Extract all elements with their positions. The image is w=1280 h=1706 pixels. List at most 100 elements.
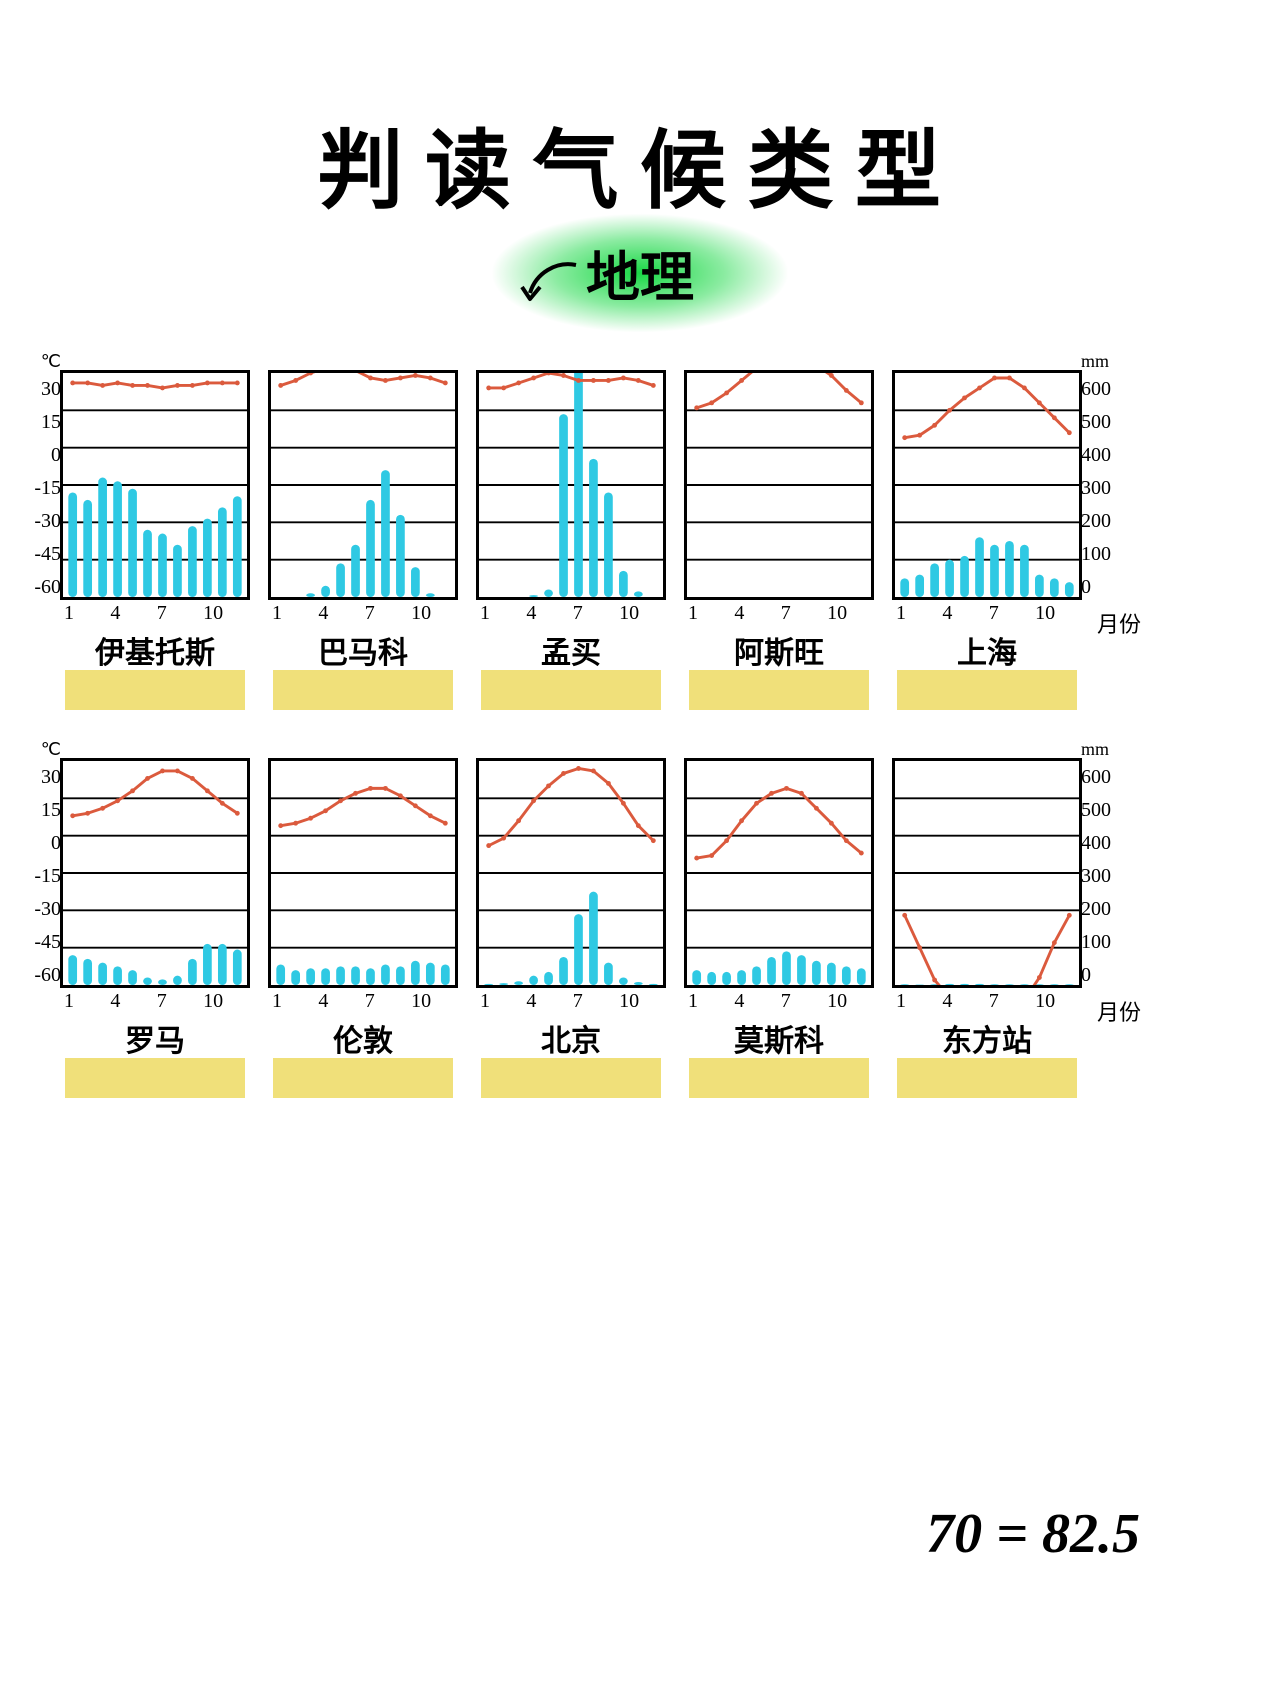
precip-bar	[960, 556, 969, 597]
x-tick: 10	[203, 602, 223, 625]
precip-bar	[1050, 578, 1059, 597]
x-tick: 1	[480, 602, 490, 625]
x-tick: 4	[734, 990, 744, 1013]
x-axis: 14710	[684, 988, 874, 1016]
answer-box[interactable]	[481, 1058, 661, 1098]
x-tick: 1	[272, 602, 282, 625]
temp-unit: ℃	[7, 739, 61, 761]
precip-bar	[722, 972, 731, 985]
precip-tick: 400	[1081, 827, 1141, 860]
answer-box[interactable]	[689, 1058, 869, 1098]
chart-panel: 14710北京	[476, 758, 666, 1098]
precip-bar	[544, 590, 553, 597]
climate-chart: mm6005004003002001000月份	[892, 370, 1082, 600]
answer-box[interactable]	[273, 1058, 453, 1098]
climate-chart: ℃30150-15-30-45-60	[60, 758, 250, 988]
precip-bar	[426, 593, 435, 597]
precip-bar	[128, 970, 137, 985]
x-tick: 4	[526, 602, 536, 625]
precip-bar	[143, 530, 152, 597]
precip-tick: 200	[1081, 893, 1141, 926]
precip-unit: mm	[1081, 739, 1141, 761]
x-axis: 14710	[684, 600, 874, 628]
precip-bar	[188, 959, 197, 985]
precip-bar	[203, 519, 212, 597]
x-tick: 1	[272, 990, 282, 1013]
precip-bar	[1050, 984, 1059, 985]
header: 判读气候类型 地理	[0, 0, 1280, 312]
temp-tick: 15	[7, 406, 61, 439]
precip-bar	[737, 970, 746, 985]
month-label: 月份	[1097, 995, 1141, 1027]
precip-axis: mm6005004003002001000	[1081, 351, 1141, 604]
temp-tick: -45	[7, 926, 61, 959]
precip-tick: 100	[1081, 538, 1141, 571]
x-tick: 4	[942, 602, 952, 625]
precip-bar	[1020, 545, 1029, 597]
x-axis: 14710	[60, 988, 250, 1016]
temp-axis: ℃30150-15-30-45-60	[7, 351, 61, 604]
answer-box[interactable]	[65, 670, 245, 710]
chart-panel: 14710阿斯旺	[684, 370, 874, 710]
x-tick: 7	[989, 990, 999, 1013]
chart-panel: 14710伦敦	[268, 758, 458, 1098]
chart-svg	[271, 761, 455, 985]
x-axis: 14710	[476, 988, 666, 1016]
precip-tick: 0	[1081, 571, 1141, 604]
precip-bar	[143, 978, 152, 985]
x-tick: 4	[110, 990, 120, 1013]
temp-line	[905, 915, 1070, 985]
chart-panel: 14710莫斯科	[684, 758, 874, 1098]
precip-bar	[233, 950, 242, 985]
temp-tick: 15	[7, 794, 61, 827]
answer-box[interactable]	[481, 670, 661, 710]
arrow-icon	[516, 257, 586, 313]
precip-bar	[574, 914, 583, 985]
answer-box[interactable]	[897, 670, 1077, 710]
chart-svg	[271, 373, 455, 597]
temp-tick: 30	[7, 373, 61, 406]
precip-bar	[842, 966, 851, 985]
x-tick: 4	[734, 602, 744, 625]
precip-bar	[945, 560, 954, 597]
precip-bar	[381, 964, 390, 985]
x-tick: 1	[688, 602, 698, 625]
x-tick: 1	[896, 602, 906, 625]
precip-bar	[930, 563, 939, 597]
chart-svg	[895, 761, 1079, 985]
precip-bar	[218, 944, 227, 985]
answer-box[interactable]	[689, 670, 869, 710]
answer-box[interactable]	[273, 670, 453, 710]
temp-line	[489, 768, 654, 845]
x-axis: 14710	[892, 600, 1082, 628]
precip-tick: 600	[1081, 761, 1141, 794]
x-tick: 7	[365, 602, 375, 625]
answer-box[interactable]	[897, 1058, 1077, 1098]
x-axis: 14710	[476, 600, 666, 628]
precip-tick: 0	[1081, 959, 1141, 992]
precip-bar	[827, 963, 836, 985]
precip-bar	[649, 984, 658, 985]
precip-bar	[574, 373, 583, 597]
precip-bar	[366, 968, 375, 985]
temp-line	[73, 771, 238, 816]
city-name: 巴马科	[318, 628, 408, 664]
temp-tick: 30	[7, 761, 61, 794]
answer-box[interactable]	[65, 1058, 245, 1098]
precip-axis: mm6005004003002001000	[1081, 739, 1141, 992]
temp-line	[281, 373, 446, 385]
precip-bar	[915, 575, 924, 597]
precip-bar	[604, 963, 613, 985]
city-name: 伊基托斯	[95, 628, 215, 664]
city-name: 莫斯科	[734, 1016, 824, 1052]
precip-bar	[782, 951, 791, 985]
precip-tick: 400	[1081, 439, 1141, 472]
x-tick: 1	[896, 990, 906, 1013]
precip-bar	[113, 481, 122, 597]
temp-tick: -15	[7, 472, 61, 505]
precip-bar	[98, 478, 107, 597]
precip-bar	[692, 970, 701, 985]
precip-bar	[990, 545, 999, 597]
x-tick: 7	[573, 990, 583, 1013]
temp-line	[281, 788, 446, 825]
